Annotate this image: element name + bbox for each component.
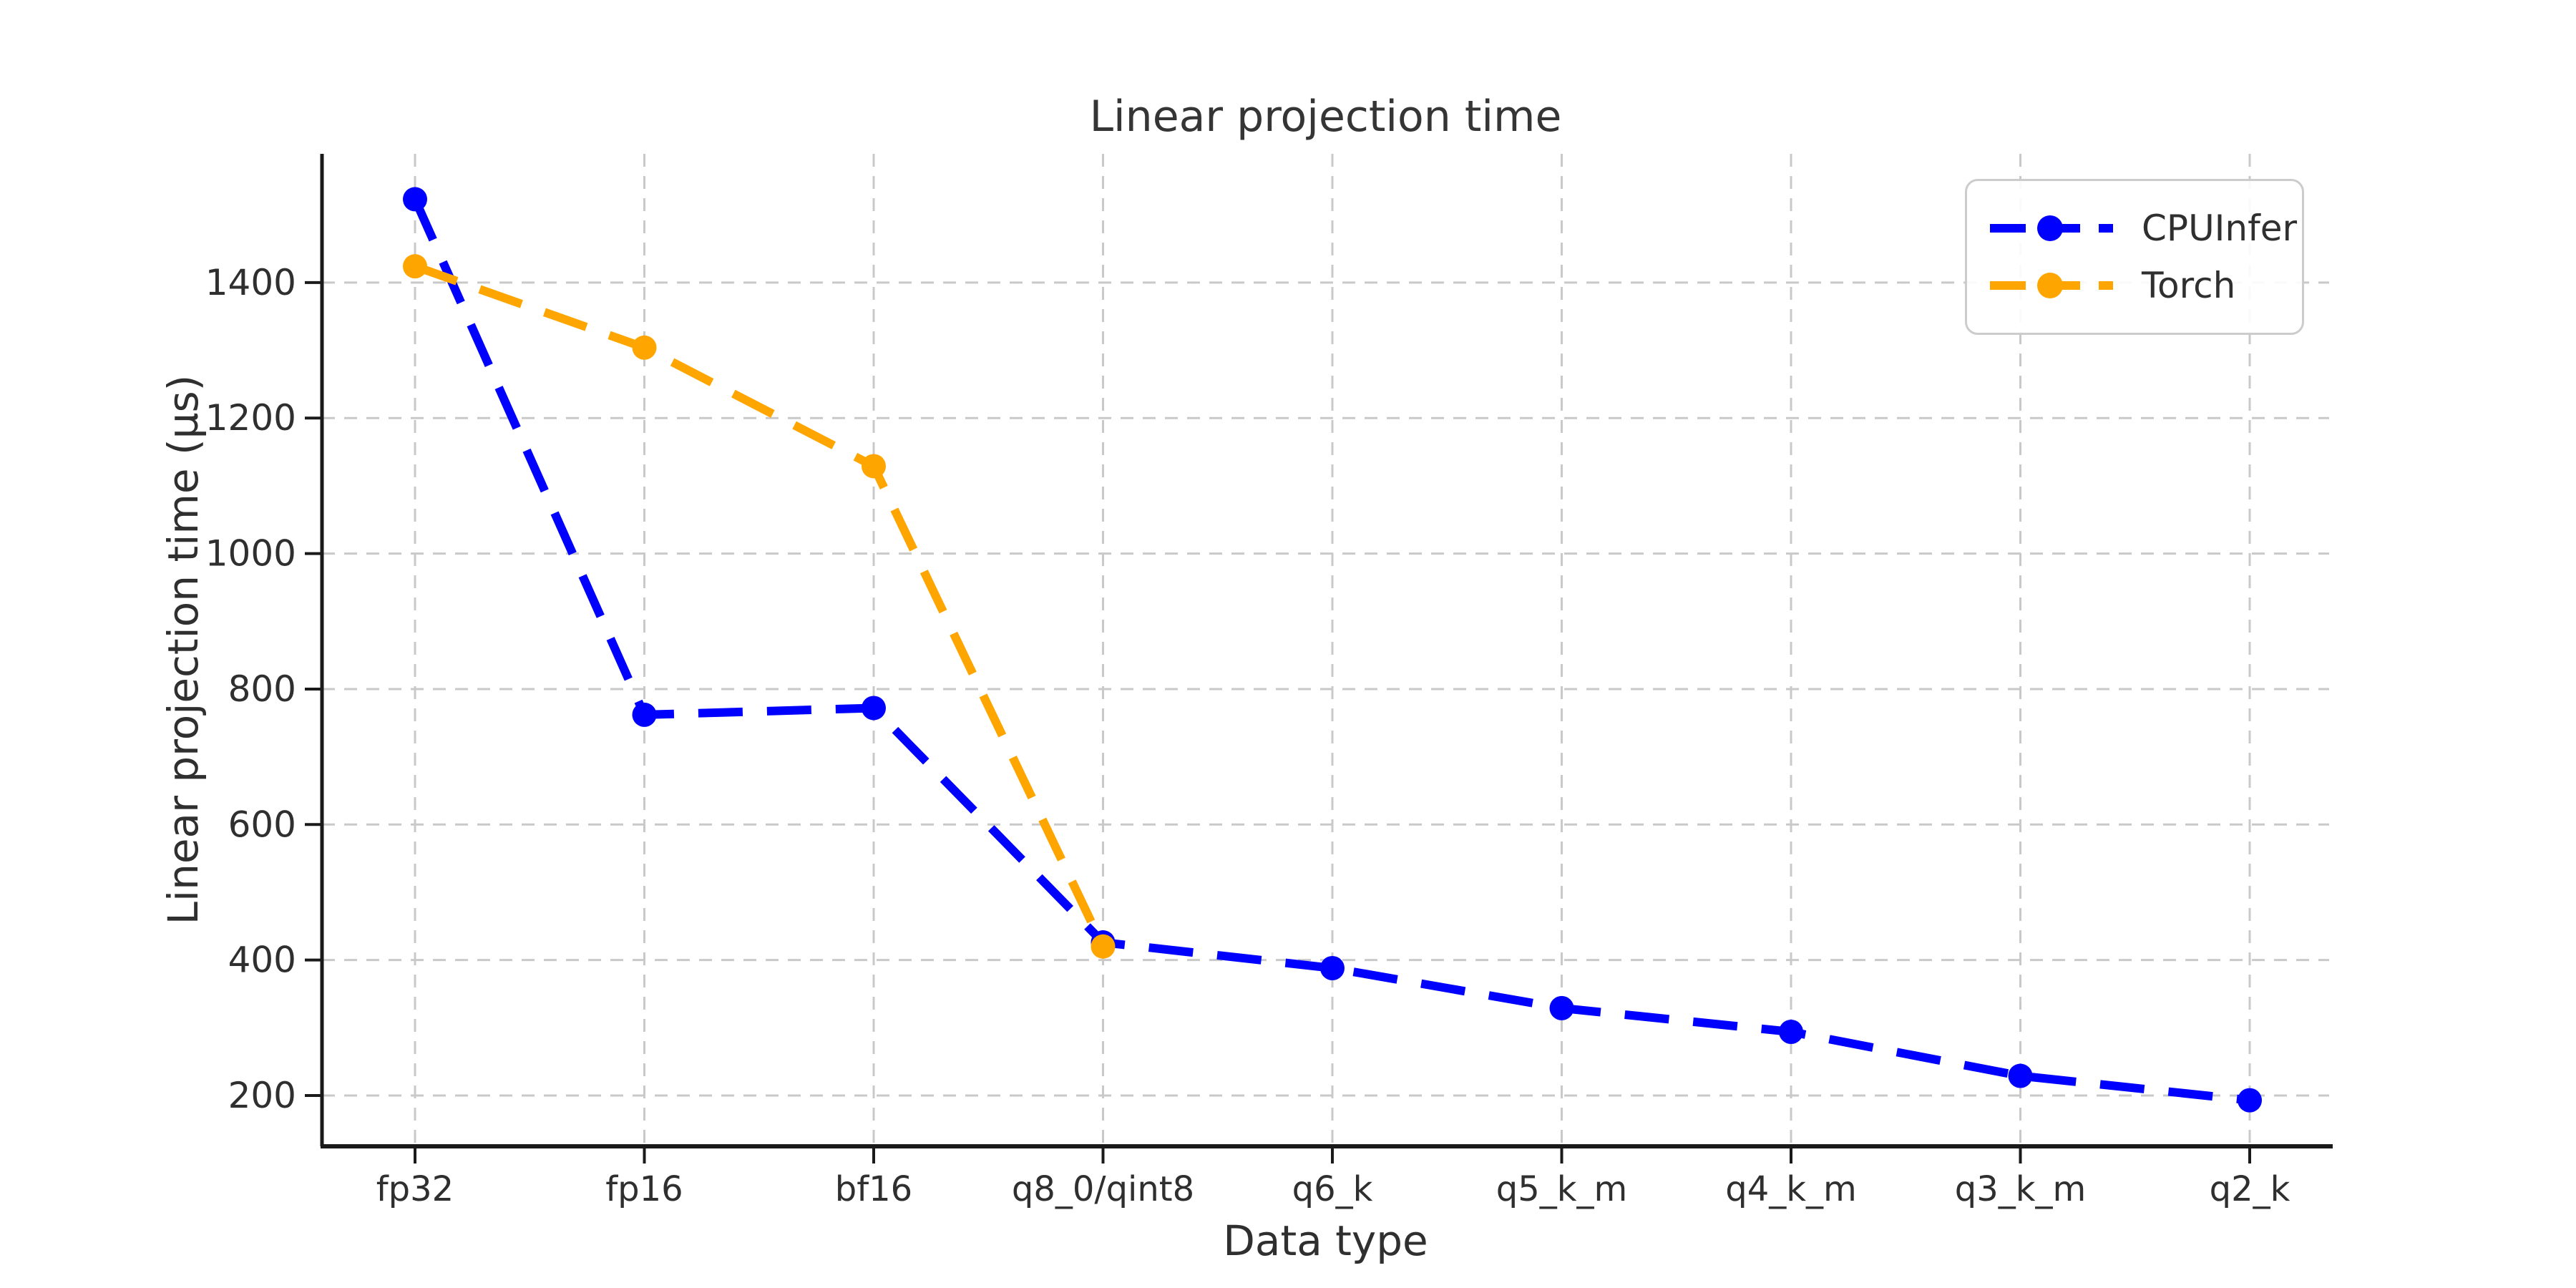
point-Torch-fp16 <box>632 335 657 360</box>
xtick-label-q4_k_m: q4_k_m <box>1725 1169 1857 1209</box>
xtick-label-q2_k: q2_k <box>2210 1169 2290 1209</box>
legend-entry-cpuinfer: CPUInfer <box>1987 210 2297 246</box>
ytick-label-800: 800 <box>228 668 296 710</box>
chart-title: Linear projection time <box>1089 92 1562 142</box>
ytick-label-600: 600 <box>228 804 296 845</box>
point-CPUInfer-q5_k_m <box>1549 995 1574 1020</box>
x-axis-label: Data type <box>1223 1216 1428 1265</box>
ytick-label-1400: 1400 <box>205 262 296 303</box>
legend-label-torch: Torch <box>2142 265 2236 307</box>
xtick-label-fp16: fp16 <box>605 1169 683 1209</box>
line-Torch <box>413 262 1107 949</box>
ytick-label-1000: 1000 <box>205 533 296 575</box>
point-CPUInfer-q3_k_m <box>2008 1063 2033 1088</box>
point-CPUInfer-q4_k_m <box>1779 1019 1803 1044</box>
legend-entry-torch: Torch <box>1987 268 2282 303</box>
xtick-label-q6_k: q6_k <box>1292 1169 1373 1209</box>
point-CPUInfer-fp32 <box>403 187 427 212</box>
legend-box: CPUInfer Torch <box>1965 179 2304 335</box>
xtick-label-fp32: fp32 <box>376 1169 454 1209</box>
ytick-label-400: 400 <box>228 940 296 981</box>
xtick-label-q5_k_m: q5_k_m <box>1496 1169 1628 1209</box>
point-Torch-q8_0/qint8 <box>1091 934 1116 959</box>
legend-label-cpuinfer: CPUInfer <box>2142 207 2298 249</box>
point-CPUInfer-q6_k <box>1320 956 1345 981</box>
point-CPUInfer-q2_k <box>2238 1088 2262 1113</box>
ytick-label-1200: 1200 <box>205 397 296 439</box>
xtick-label-q8_0/qint8: q8_0/qint8 <box>1012 1169 1194 1209</box>
xtick-label-q3_k_m: q3_k_m <box>1955 1169 2087 1209</box>
legend-line-sample-cpuinfer <box>1990 215 2113 241</box>
xtick-label-bf16: bf16 <box>835 1169 912 1209</box>
line-CPUInfer <box>411 197 2250 1105</box>
point-CPUInfer-fp16 <box>632 702 657 727</box>
legend-line-sample-torch <box>1990 273 2113 299</box>
point-CPUInfer-bf16 <box>862 696 886 721</box>
point-Torch-fp32 <box>403 254 427 279</box>
ytick-label-200: 200 <box>228 1075 296 1116</box>
point-Torch-bf16 <box>862 454 886 479</box>
